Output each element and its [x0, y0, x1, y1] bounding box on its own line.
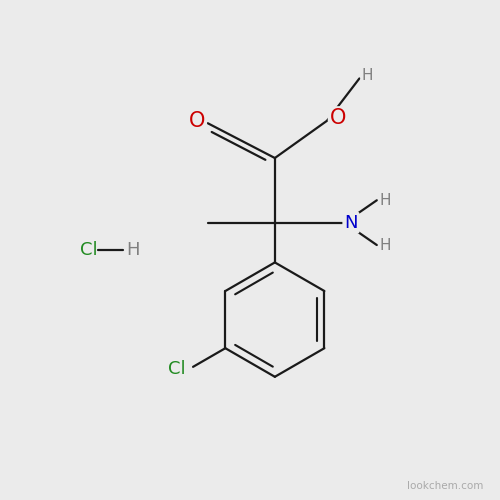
- Text: Cl: Cl: [80, 241, 97, 259]
- Text: H: H: [380, 193, 392, 208]
- Text: lookchem.com: lookchem.com: [408, 481, 484, 491]
- Text: O: O: [188, 110, 205, 130]
- Text: H: H: [126, 241, 140, 259]
- Text: O: O: [330, 108, 346, 128]
- Text: N: N: [344, 214, 358, 232]
- Text: H: H: [361, 68, 372, 84]
- Text: Cl: Cl: [168, 360, 186, 378]
- Text: H: H: [380, 238, 392, 252]
